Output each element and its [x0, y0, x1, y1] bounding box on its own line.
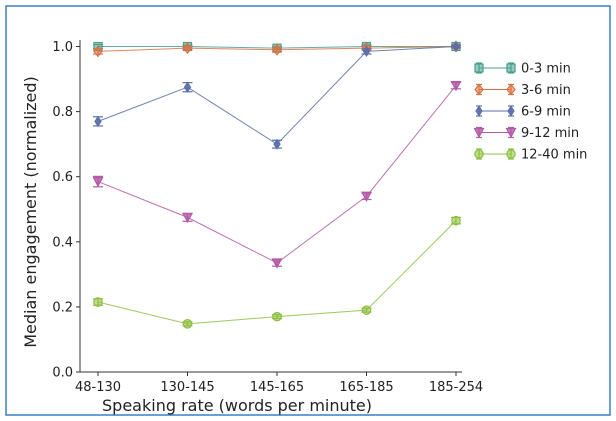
series-line — [97, 85, 457, 264]
data-point — [273, 138, 281, 150]
data-point — [361, 191, 372, 203]
legend-item: 12-40 min — [474, 148, 587, 163]
legend-label: 12-40 min — [521, 148, 587, 163]
y-axis-label: Median engagement (normalized) — [21, 76, 40, 348]
x-ticks: 48-130 130-145 145-165 165-185 185-254 — [75, 372, 483, 395]
data-point — [182, 319, 193, 329]
data-point — [272, 43, 282, 56]
data-point — [361, 305, 372, 315]
legend-marker — [505, 127, 517, 139]
y-tick-label: 0.6 — [52, 170, 73, 185]
data-point — [271, 258, 283, 269]
data-point — [182, 212, 193, 224]
legend-item: 9-12 min — [473, 126, 579, 141]
legend: 0-3 min 3-6 min 6-9 min 9-12 min 12-40 min — [473, 62, 587, 163]
figure-border — [5, 5, 611, 416]
data-point — [183, 81, 192, 93]
legend-label: 9-12 min — [521, 126, 579, 141]
x-tick-label: 165-185 — [339, 380, 393, 395]
y-ticks: 0.0 0.2 0.4 0.6 0.8 1.0 — [52, 40, 80, 381]
series-line — [97, 220, 457, 325]
y-tick-label: 0.2 — [52, 300, 73, 315]
x-axis-label: Speaking rate (words per minute) — [102, 396, 372, 415]
legend-label: 3-6 min — [521, 83, 571, 98]
x-tick-label: 145-165 — [250, 380, 304, 395]
y-tick-label: 0.0 — [52, 366, 73, 381]
data-point — [92, 176, 104, 188]
data-point — [182, 42, 193, 55]
series-4 — [93, 215, 461, 329]
y-tick-label: 1.0 — [52, 40, 73, 55]
legend-item: 6-9 min — [475, 105, 571, 120]
legend-marker — [474, 83, 484, 96]
data-point — [94, 115, 102, 127]
data-point — [93, 297, 103, 307]
x-tick-label: 48-130 — [75, 380, 121, 395]
series-2 — [93, 40, 461, 150]
legend-item: 3-6 min — [474, 83, 571, 98]
legend-marker — [507, 105, 515, 117]
legend-label: 6-9 min — [521, 105, 571, 120]
legend-marker — [473, 127, 485, 139]
y-tick-label: 0.8 — [52, 105, 73, 120]
data-point — [451, 215, 461, 226]
y-tick-label: 0.4 — [52, 235, 73, 250]
legend-marker — [506, 63, 516, 73]
legend-marker — [474, 63, 484, 73]
series-line — [97, 46, 457, 145]
x-tick-label: 130-145 — [160, 380, 214, 395]
legend-label: 0-3 min — [521, 62, 571, 77]
data-point — [272, 311, 282, 322]
data-point — [93, 45, 103, 58]
data-point — [362, 45, 371, 57]
legend-marker — [506, 83, 516, 96]
legend-item: 0-3 min — [474, 62, 571, 77]
series-group — [92, 40, 462, 329]
x-tick-label: 185-254 — [429, 380, 483, 395]
data-point — [452, 40, 460, 53]
data-point — [450, 80, 462, 92]
legend-marker — [506, 149, 516, 159]
series-3 — [92, 80, 462, 269]
legend-marker — [475, 105, 483, 117]
legend-marker — [474, 149, 484, 159]
